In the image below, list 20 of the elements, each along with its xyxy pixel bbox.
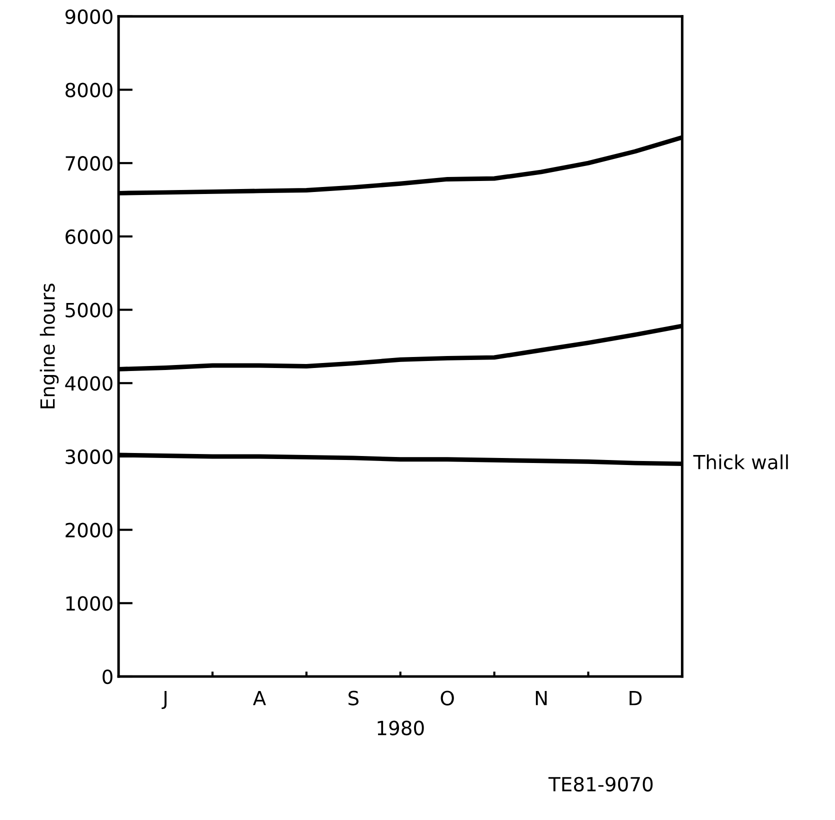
x-tick-label: N [536,690,547,706]
x-tick-label: J [162,690,166,710]
y-tick-label: 9000 [65,9,112,24]
y-tick-label: 2000 [66,522,112,538]
y-axis-title: Engine hours [40,284,59,408]
y-tick-label: 4000 [65,376,112,391]
x-tick-label: A [252,690,266,706]
y-tick-label: 6000 [66,229,112,244]
y-tick-label: 8000 [66,82,112,98]
y-tick-label: 0 [102,669,112,684]
y-tick-label: 1000 [66,596,112,611]
x-tick-label: S [348,690,358,706]
x-tick-label: O [440,690,454,706]
y-tick-label: 3000 [66,449,112,464]
x-tick-label: D [630,690,642,706]
y-tick-label: 7000 [66,156,112,171]
y-tick-label: 5000 [66,302,112,318]
x-axis-title: 1980 [378,720,424,736]
text: TE81-9070 [548,776,653,792]
series-label: Thick wall [693,454,788,470]
